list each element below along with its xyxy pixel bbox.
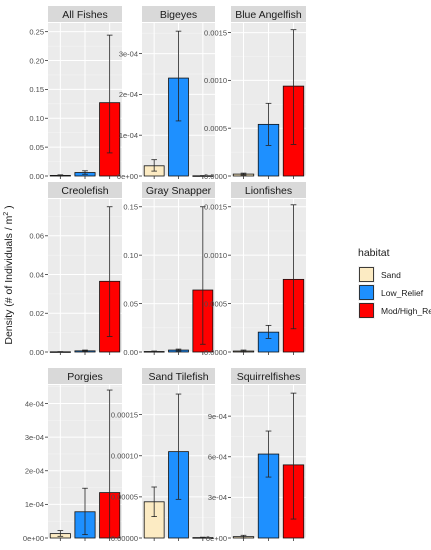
y-tick-label: 0.0000 <box>204 172 227 181</box>
y-tick-label: 0.00000 <box>111 534 138 543</box>
y-tick-label: 0.10 <box>123 251 138 260</box>
y-tick-label: 3e-04 <box>208 493 227 502</box>
facet-strip <box>48 182 122 198</box>
y-tick-label: 1e-04 <box>119 131 138 140</box>
y-tick-label: 0.10 <box>29 114 44 123</box>
y-tick-label: 0e+00 <box>117 172 138 181</box>
facet-title: Gray Snapper <box>146 185 212 197</box>
y-tick-label: 1e-04 <box>25 500 44 509</box>
y-tick-label: 0.00 <box>29 172 44 181</box>
facet-strip <box>142 182 215 198</box>
y-axis-label-close: ) <box>3 205 15 211</box>
y-tick-label: 3e-04 <box>119 49 138 58</box>
facet-panel: Sand Tilefish 0.00000 0.00005 0.00010 0.0001… <box>111 368 215 543</box>
legend-title: habitat <box>358 247 390 259</box>
legend-swatch <box>359 285 374 300</box>
y-tick-label: 0e+00 <box>23 534 44 543</box>
y-tick-label: 0.0015 <box>204 28 227 37</box>
facet-panel: Gray Snapper 0.00 0.05 0.10 0.15 <box>123 182 215 357</box>
legend-items: Sand Low_Relief Mod/High_Relief <box>358 266 431 319</box>
y-tick-label: 0.00 <box>123 348 138 357</box>
facet-strip <box>231 182 306 198</box>
facet-strip <box>142 368 215 384</box>
y-tick-label: 3e-04 <box>25 433 44 442</box>
panels-layer: All Fishes 0.00 0.05 0.10 0.15 0.20 0.25 Bigeye… <box>23 6 306 543</box>
y-tick-label: 0.04 <box>29 270 44 279</box>
legend-label: Sand <box>381 270 401 280</box>
facet-title: All Fishes <box>62 9 108 21</box>
y-tick-label: 0.00 <box>29 348 44 357</box>
legend-swatch <box>359 267 374 282</box>
facet-title: Squirrelfishes <box>237 371 301 383</box>
legend-label: Mod/High_Relief <box>381 306 431 316</box>
facet-panel: All Fishes 0.00 0.05 0.10 0.15 0.20 0.25 <box>29 6 122 181</box>
y-tick-label: 0.0010 <box>204 76 227 85</box>
legend-item: Low_Relief <box>358 284 424 301</box>
y-tick-label: 0.00005 <box>111 493 138 502</box>
facet-panel: Squirrelfishes 0e+00 3e-04 6e-04 9e-04 <box>206 368 306 543</box>
facet-panel: Bigeyes 0e+00 1e-04 2e-04 3e-04 <box>117 6 215 181</box>
facet-title: Creolefish <box>61 185 108 197</box>
y-tick-label: 0.0000 <box>204 348 227 357</box>
facet-title: Porgies <box>67 371 103 383</box>
y-tick-label: 0.15 <box>123 203 138 212</box>
y-tick-label: 0.0005 <box>204 124 227 133</box>
y-tick-label: 0.00010 <box>111 452 138 461</box>
facet-panel: Porgies 0e+00 1e-04 2e-04 3e-04 4e-04 <box>23 368 122 543</box>
y-axis-label-superscript: 2 <box>3 212 10 216</box>
y-tick-label: 0.0005 <box>204 299 227 308</box>
facet-panel: Creolefish 0.00 0.02 0.04 0.06 <box>29 182 122 357</box>
y-tick-label: 0.25 <box>29 27 44 36</box>
legend-label: Low_Relief <box>381 288 424 298</box>
y-tick-label: 6e-04 <box>208 453 227 462</box>
facet-title: Bigeyes <box>160 9 197 21</box>
y-tick-label: 0.05 <box>29 143 44 152</box>
y-tick-label: 2e-04 <box>25 467 44 476</box>
y-tick-label: 0.02 <box>29 309 44 318</box>
facet-panel: Blue Angelfish 0.0000 0.0005 0.0010 0.0015 <box>204 6 306 181</box>
legend-item: Mod/High_Relief <box>358 302 431 319</box>
y-tick-label: 2e-04 <box>119 90 138 99</box>
y-tick-label: 0.0015 <box>204 203 227 212</box>
facet-strip <box>231 6 306 22</box>
y-axis-label-main: Density (# of Individuals / m <box>3 215 15 344</box>
y-tick-label: 0.0010 <box>204 251 227 260</box>
facet-strip <box>231 368 306 384</box>
legend-item: Sand <box>358 266 401 283</box>
facet-title: Sand Tilefish <box>148 371 208 383</box>
facet-title: Lionfishes <box>245 185 292 197</box>
y-tick-label: 0e+00 <box>206 534 227 543</box>
legend-swatch <box>359 303 374 318</box>
y-tick-label: 0.20 <box>29 56 44 65</box>
y-tick-label: 0.05 <box>123 299 138 308</box>
y-tick-label: 9e-04 <box>208 412 227 421</box>
legend: habitat Sand Low_Relief Mod/High_Relief <box>358 247 431 319</box>
y-axis-label: Density (# of Individuals / m2 ) <box>3 205 15 344</box>
y-tick-label: 0.06 <box>29 232 44 241</box>
facet-panel: Lionfishes 0.0000 0.0005 0.0010 0.0015 <box>204 182 306 357</box>
y-tick-label: 0.15 <box>29 85 44 94</box>
facet-strip <box>48 6 122 22</box>
facet-title: Blue Angelfish <box>235 9 302 21</box>
facet-strip <box>142 6 215 22</box>
facet-strip <box>48 368 122 384</box>
y-tick-label: 0.00015 <box>111 410 138 419</box>
y-tick-label: 4e-04 <box>25 399 44 408</box>
